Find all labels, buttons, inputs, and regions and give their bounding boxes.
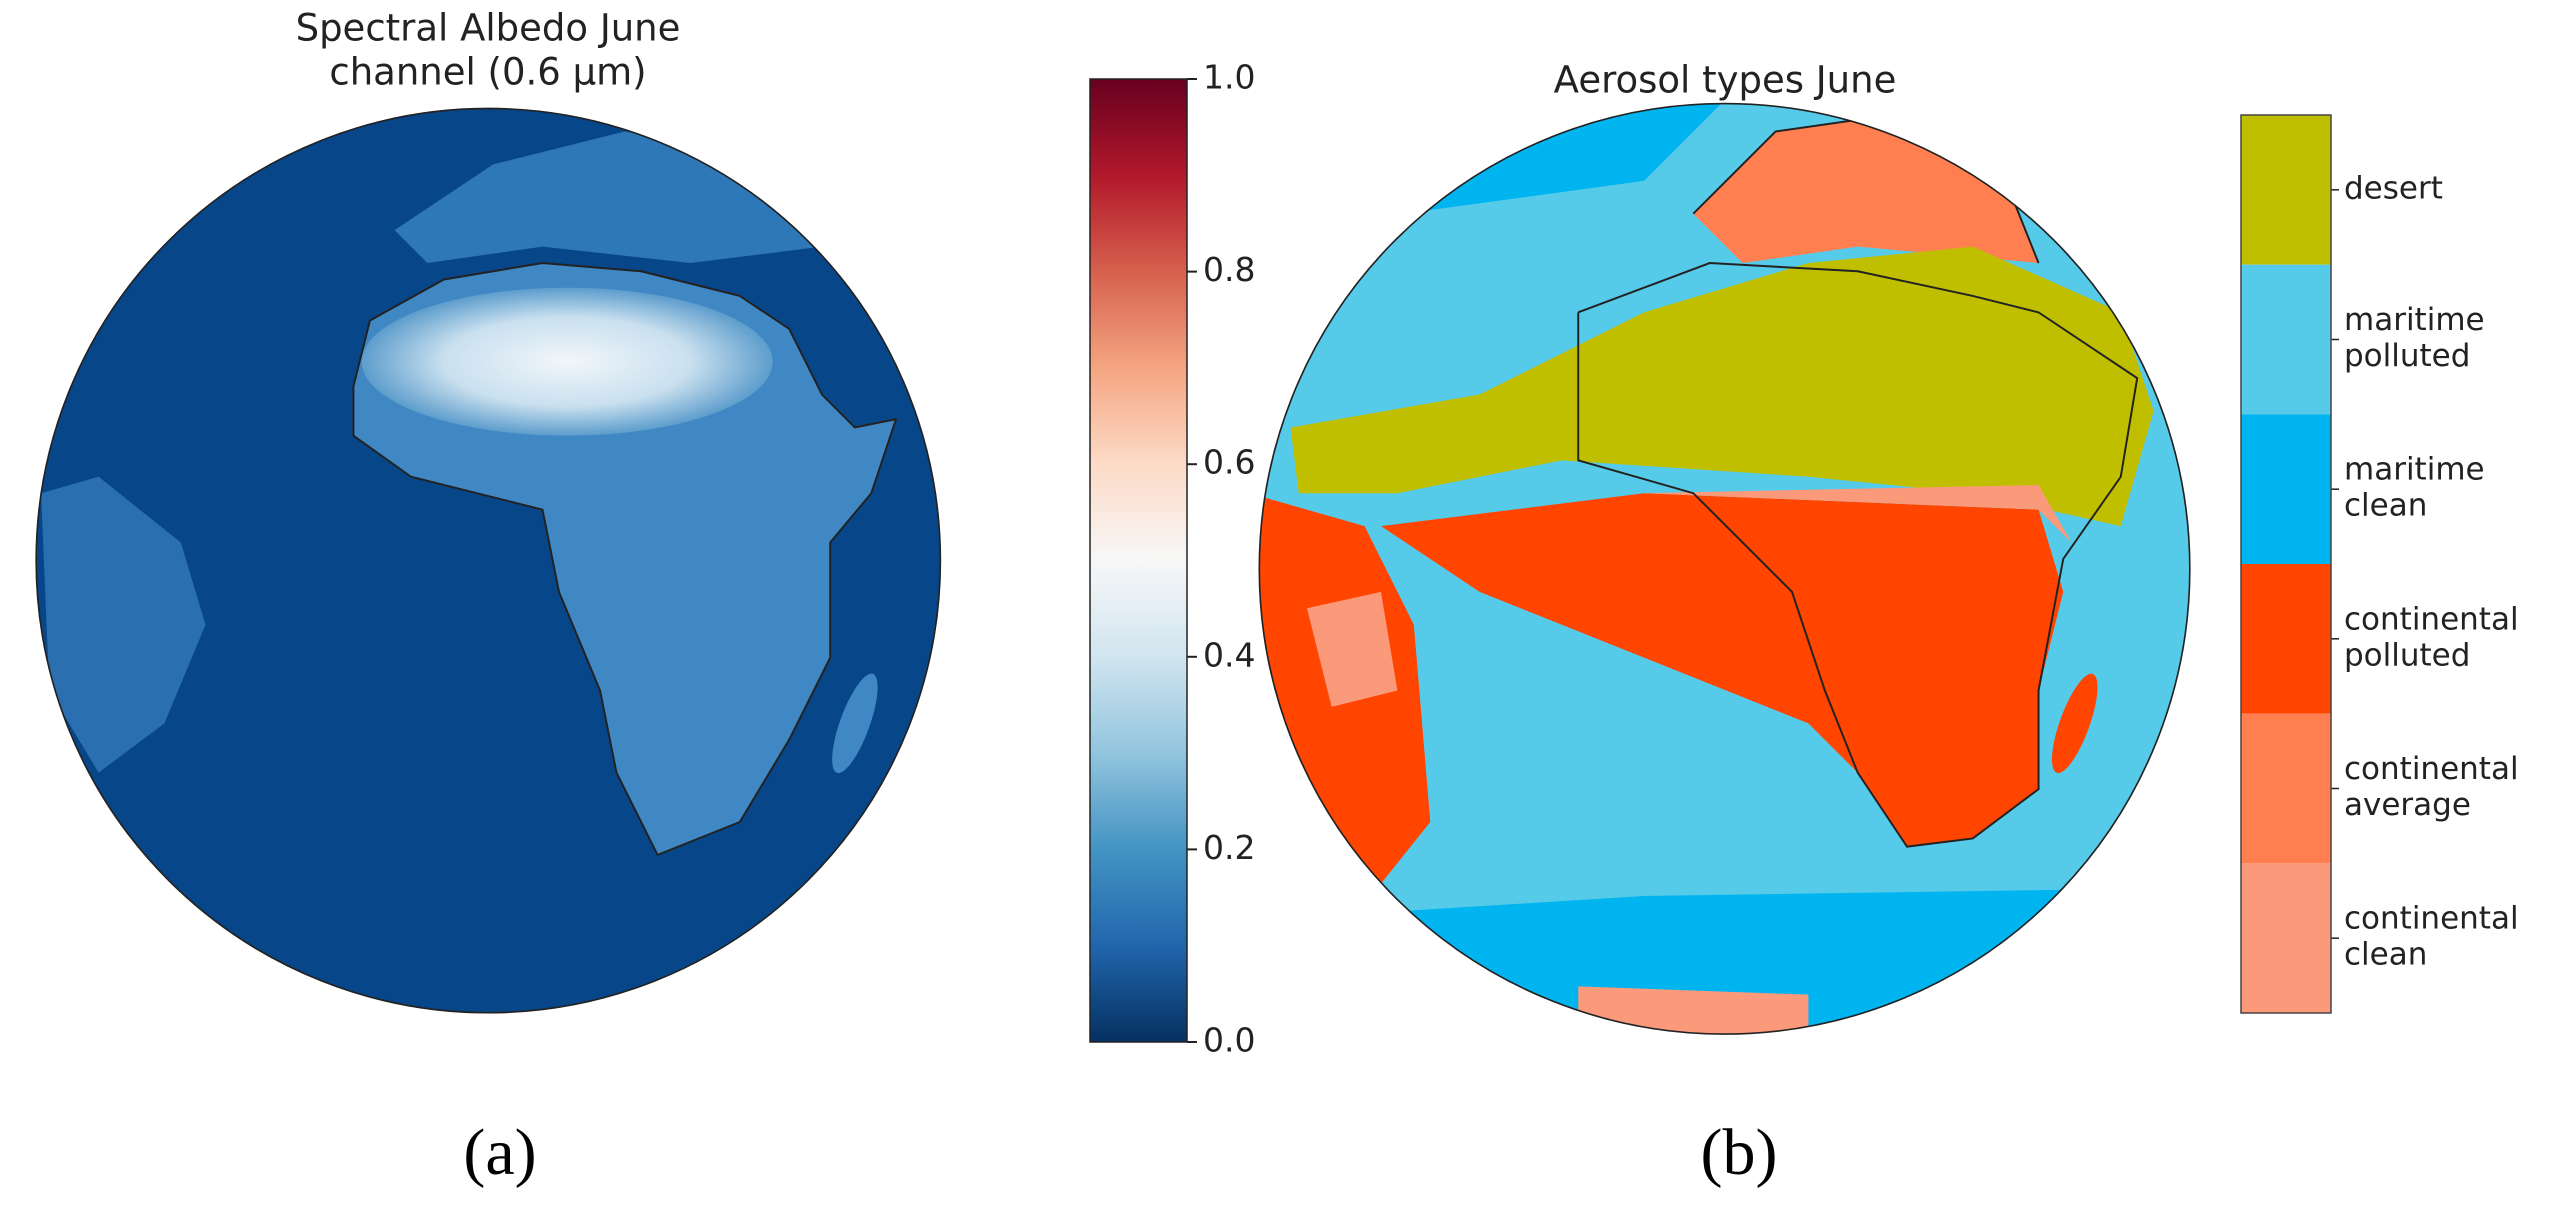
legend-label: continental <box>2344 901 2519 937</box>
legend-label: clean <box>2344 488 2427 524</box>
panel-label: (a) <box>463 1116 536 1189</box>
panel-label: (b) <box>1701 1116 1778 1189</box>
legend-swatch <box>2241 414 2331 564</box>
title-line: Spectral Albedo June <box>296 7 681 50</box>
tick-label: 0.8 <box>1203 250 1255 289</box>
legend-label: continental <box>2344 601 2519 637</box>
title: Aerosol types June <box>1554 59 1897 102</box>
albedo-globe <box>36 108 941 1013</box>
tick-label: 0.6 <box>1203 443 1255 482</box>
legend-swatch <box>2241 564 2331 714</box>
tick-label: 0.2 <box>1203 828 1255 867</box>
legend-swatch <box>2241 863 2331 1013</box>
legend-label: clean <box>2344 937 2427 973</box>
legend-swatch <box>2241 115 2331 265</box>
aerosol-globe <box>1259 103 2190 1035</box>
legend-label: desert <box>2344 170 2443 206</box>
tick-label: 1.0 <box>1203 58 1255 97</box>
legend-label: continental <box>2344 751 2519 787</box>
tick-label: 0.4 <box>1203 635 1255 674</box>
legend-label: polluted <box>2344 338 2470 374</box>
legend-label: polluted <box>2344 637 2470 673</box>
legend-swatch <box>2241 713 2331 864</box>
title-line: channel (0.6 μm) <box>329 51 646 94</box>
legend-swatch <box>2241 264 2331 415</box>
tick-label: 0.0 <box>1203 1021 1255 1060</box>
legend-frame <box>2240 114 2332 1014</box>
colorbar <box>1089 78 1188 1043</box>
legend-label: maritime <box>2344 452 2485 488</box>
legend-label: average <box>2344 787 2471 823</box>
legend-label: maritime <box>2344 302 2485 338</box>
